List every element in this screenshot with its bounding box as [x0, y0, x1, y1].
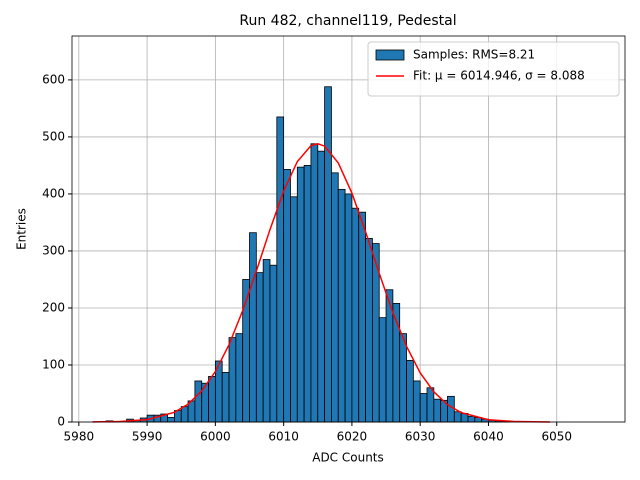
x-tick-label: 6000 [200, 430, 231, 444]
bar [317, 150, 326, 423]
legend-label: Samples: RMS=8.21 [413, 48, 535, 62]
bar [324, 86, 332, 423]
bar [228, 337, 237, 423]
chart-title: Run 482, channel119, Pedestal [239, 13, 456, 29]
bar [255, 272, 264, 423]
bar [194, 380, 203, 423]
bar [365, 238, 373, 423]
y-tick-label: 300 [42, 243, 65, 257]
bar [276, 116, 285, 423]
bar [262, 259, 271, 423]
legend-label: Fit: μ = 6014.946, σ = 8.088 [413, 69, 585, 83]
bar [426, 387, 435, 423]
x-tick-label: 5990 [132, 430, 163, 444]
bar [399, 333, 407, 423]
x-tick-label: 6010 [268, 430, 299, 444]
x-tick-label: 5980 [64, 430, 95, 444]
x-axis-label: ADC Counts [312, 451, 384, 465]
bar [447, 395, 455, 423]
bar [290, 196, 298, 423]
bar [412, 380, 421, 423]
bar [351, 207, 360, 423]
bar [296, 166, 305, 423]
bar [283, 169, 291, 423]
legend-swatch [375, 49, 405, 61]
y-tick-label: 0 [57, 415, 65, 429]
bar [337, 188, 346, 423]
y-tick-label: 400 [42, 186, 65, 200]
bar [221, 371, 230, 423]
bar [180, 406, 189, 423]
y-axis-label: Entries [15, 208, 29, 250]
fit-line [92, 142, 550, 423]
y-tick-label: 600 [42, 72, 65, 86]
bar [303, 165, 312, 423]
bar [167, 417, 175, 423]
x-tick-label: 6040 [473, 430, 504, 444]
bar [235, 333, 244, 423]
bar [358, 211, 366, 423]
bar [344, 193, 353, 423]
legend-box [367, 41, 620, 97]
bar [467, 415, 476, 423]
bar [433, 398, 442, 423]
bar [249, 232, 257, 423]
x-tick-label: 6020 [337, 430, 368, 444]
bar [453, 411, 462, 423]
x-tick-label: 6030 [405, 430, 436, 444]
plot-frame [71, 35, 626, 423]
bar [208, 375, 216, 423]
bar [269, 264, 278, 423]
y-tick-label: 500 [42, 129, 65, 143]
legend: Samples: RMS=8.21 Fit: μ = 6014.946, σ = … [367, 41, 620, 97]
bar [331, 172, 339, 423]
y-tick-label: 100 [42, 357, 65, 371]
bar [419, 393, 428, 423]
y-tick-label: 200 [42, 300, 65, 314]
bar [378, 317, 387, 423]
bar [406, 360, 414, 423]
x-tick-label: 6050 [541, 430, 572, 444]
bar [310, 143, 319, 423]
